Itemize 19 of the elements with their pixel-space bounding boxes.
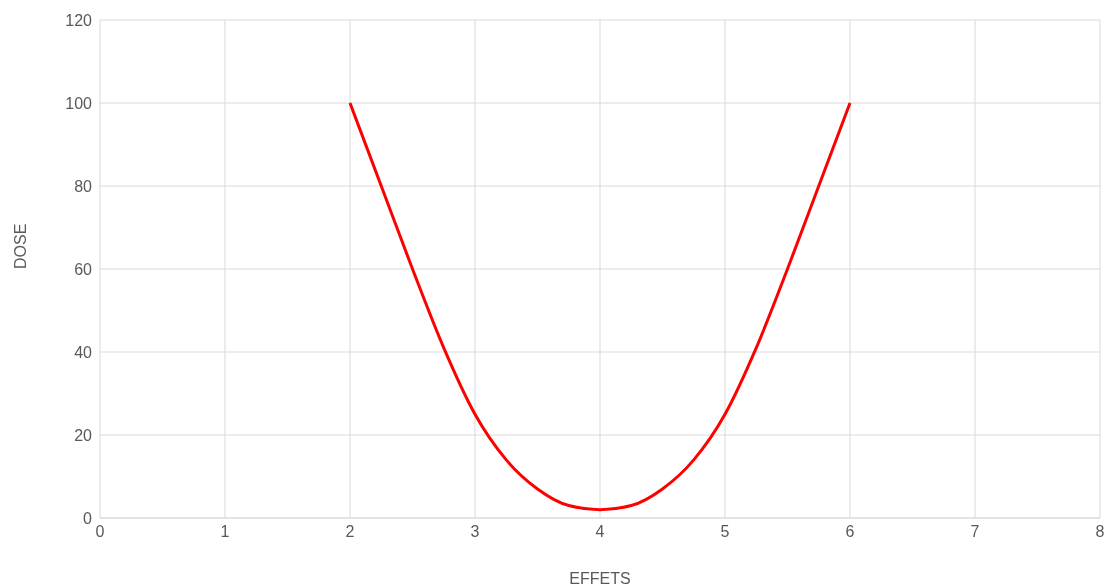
y-tick-label: 80 xyxy=(74,177,93,195)
y-tick-label: 100 xyxy=(65,94,93,112)
x-tick-label: 3 xyxy=(470,523,480,541)
y-tick-label: 20 xyxy=(74,426,93,444)
y-tick-label: 60 xyxy=(74,260,93,278)
x-axis-title: EFFETS xyxy=(569,570,631,587)
y-tick-label: 0 xyxy=(83,509,93,527)
x-tick-label: 2 xyxy=(345,523,355,541)
x-tick-label: 5 xyxy=(720,523,730,541)
line-series xyxy=(348,101,852,512)
x-tick-label: 1 xyxy=(220,523,230,541)
x-tick-label: 0 xyxy=(95,523,105,541)
y-tick-label: 120 xyxy=(65,11,93,29)
x-tick-label: 7 xyxy=(970,523,980,541)
x-tick-label: 6 xyxy=(845,523,855,541)
x-tick-label: 8 xyxy=(1095,523,1105,541)
y-tick-label: 40 xyxy=(74,343,93,361)
x-tick-label: 4 xyxy=(595,523,605,541)
y-axis-title: DOSE xyxy=(11,223,29,269)
